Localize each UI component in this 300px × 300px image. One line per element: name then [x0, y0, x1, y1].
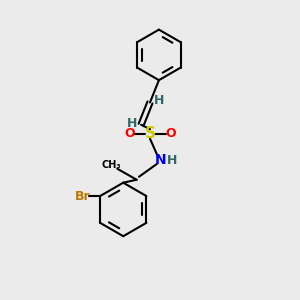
- Text: CH₃: CH₃: [101, 160, 121, 170]
- Text: H: H: [167, 154, 177, 167]
- Text: S: S: [145, 126, 155, 141]
- Text: O: O: [124, 127, 134, 140]
- Text: N: N: [154, 153, 166, 167]
- Text: O: O: [166, 127, 176, 140]
- Text: Br: Br: [75, 190, 91, 202]
- Text: H: H: [127, 117, 137, 130]
- Text: H: H: [154, 94, 164, 107]
